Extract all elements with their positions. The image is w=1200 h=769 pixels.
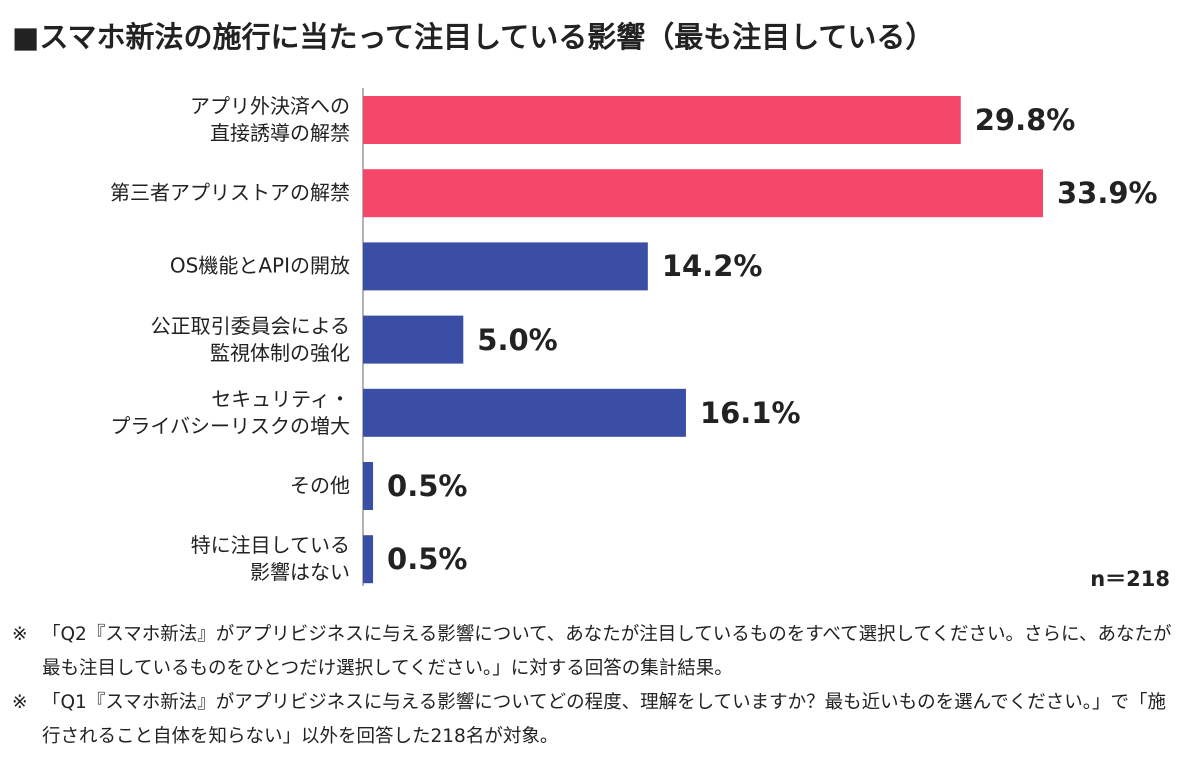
category-label: アプリ外決済への 直接誘導の解禁 bbox=[190, 94, 350, 145]
bar bbox=[363, 96, 961, 144]
note-mark: ※ bbox=[12, 624, 28, 645]
value-label: 0.5% bbox=[387, 469, 468, 503]
value-label: 14.2% bbox=[661, 249, 763, 284]
value-label: 5.0% bbox=[477, 322, 558, 357]
category-label: 第三者アプリストアの解禁 bbox=[110, 180, 350, 205]
value-label: 0.5% bbox=[387, 542, 468, 577]
category-label: 特に注目している 影響はない bbox=[190, 533, 350, 585]
category-label: OS機能とAPIの開放 bbox=[169, 253, 350, 278]
bar bbox=[363, 315, 464, 364]
note-mark: ※ bbox=[12, 692, 28, 713]
bar bbox=[363, 388, 686, 437]
note: ※ 「Q2『スマホ新法』がアプリビジネスに与える影響について、あなたが注目している… bbox=[12, 618, 1172, 686]
value-label: 29.8% bbox=[974, 103, 1076, 137]
bar bbox=[363, 242, 648, 291]
category-label: 公正取引委員会による 監視体制の強化 bbox=[150, 313, 350, 365]
bar bbox=[363, 169, 1043, 218]
notes: ※ 「Q2『スマホ新法』がアプリビジネスに与える影響について、あなたが注目している… bbox=[12, 618, 1172, 754]
bar bbox=[363, 535, 374, 584]
sample-size: n＝218 bbox=[1090, 567, 1170, 591]
bar bbox=[363, 462, 374, 510]
note-text: 「Q1『スマホ新法』がアプリビジネスに与える影響についてどの程度、理解をしていま… bbox=[42, 692, 1166, 747]
category-label: その他 bbox=[290, 473, 350, 498]
value-label: 33.9% bbox=[1057, 176, 1158, 211]
value-label: 16.1% bbox=[699, 395, 801, 430]
chart-title: ■スマホ新法の施行に当たって注目している影響（最も注目している） bbox=[12, 20, 935, 54]
note: ※ 「Q1『スマホ新法』がアプリビジネスに与える影響についてどの程度、理解をしてい… bbox=[12, 686, 1172, 754]
note-text: 「Q2『スマホ新法』がアプリビジネスに与える影響について、あなたが注目しているも… bbox=[42, 624, 1172, 679]
category-label: セキュリティ・ プライバシーリスクの増大 bbox=[110, 386, 350, 438]
